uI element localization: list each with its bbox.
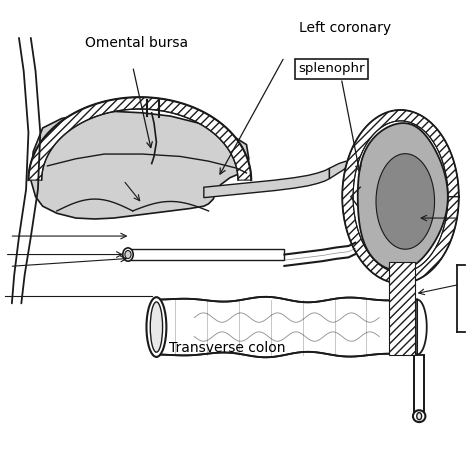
Polygon shape <box>31 111 249 219</box>
Ellipse shape <box>146 297 166 357</box>
Text: Omental bursa: Omental bursa <box>85 36 189 50</box>
Polygon shape <box>376 154 435 249</box>
Polygon shape <box>204 168 329 198</box>
Text: Transverse colon: Transverse colon <box>169 341 286 356</box>
Text: splenophr: splenophr <box>299 62 365 75</box>
Ellipse shape <box>150 302 163 352</box>
Polygon shape <box>156 297 417 357</box>
Polygon shape <box>389 262 415 355</box>
Polygon shape <box>128 249 284 260</box>
Ellipse shape <box>413 410 425 422</box>
Polygon shape <box>28 97 251 180</box>
Polygon shape <box>329 161 348 179</box>
Ellipse shape <box>125 250 131 259</box>
Polygon shape <box>414 355 424 416</box>
Polygon shape <box>342 110 459 283</box>
Ellipse shape <box>417 412 422 420</box>
Ellipse shape <box>123 248 133 261</box>
Polygon shape <box>358 123 448 270</box>
Text: Left coronary: Left coronary <box>299 21 391 36</box>
